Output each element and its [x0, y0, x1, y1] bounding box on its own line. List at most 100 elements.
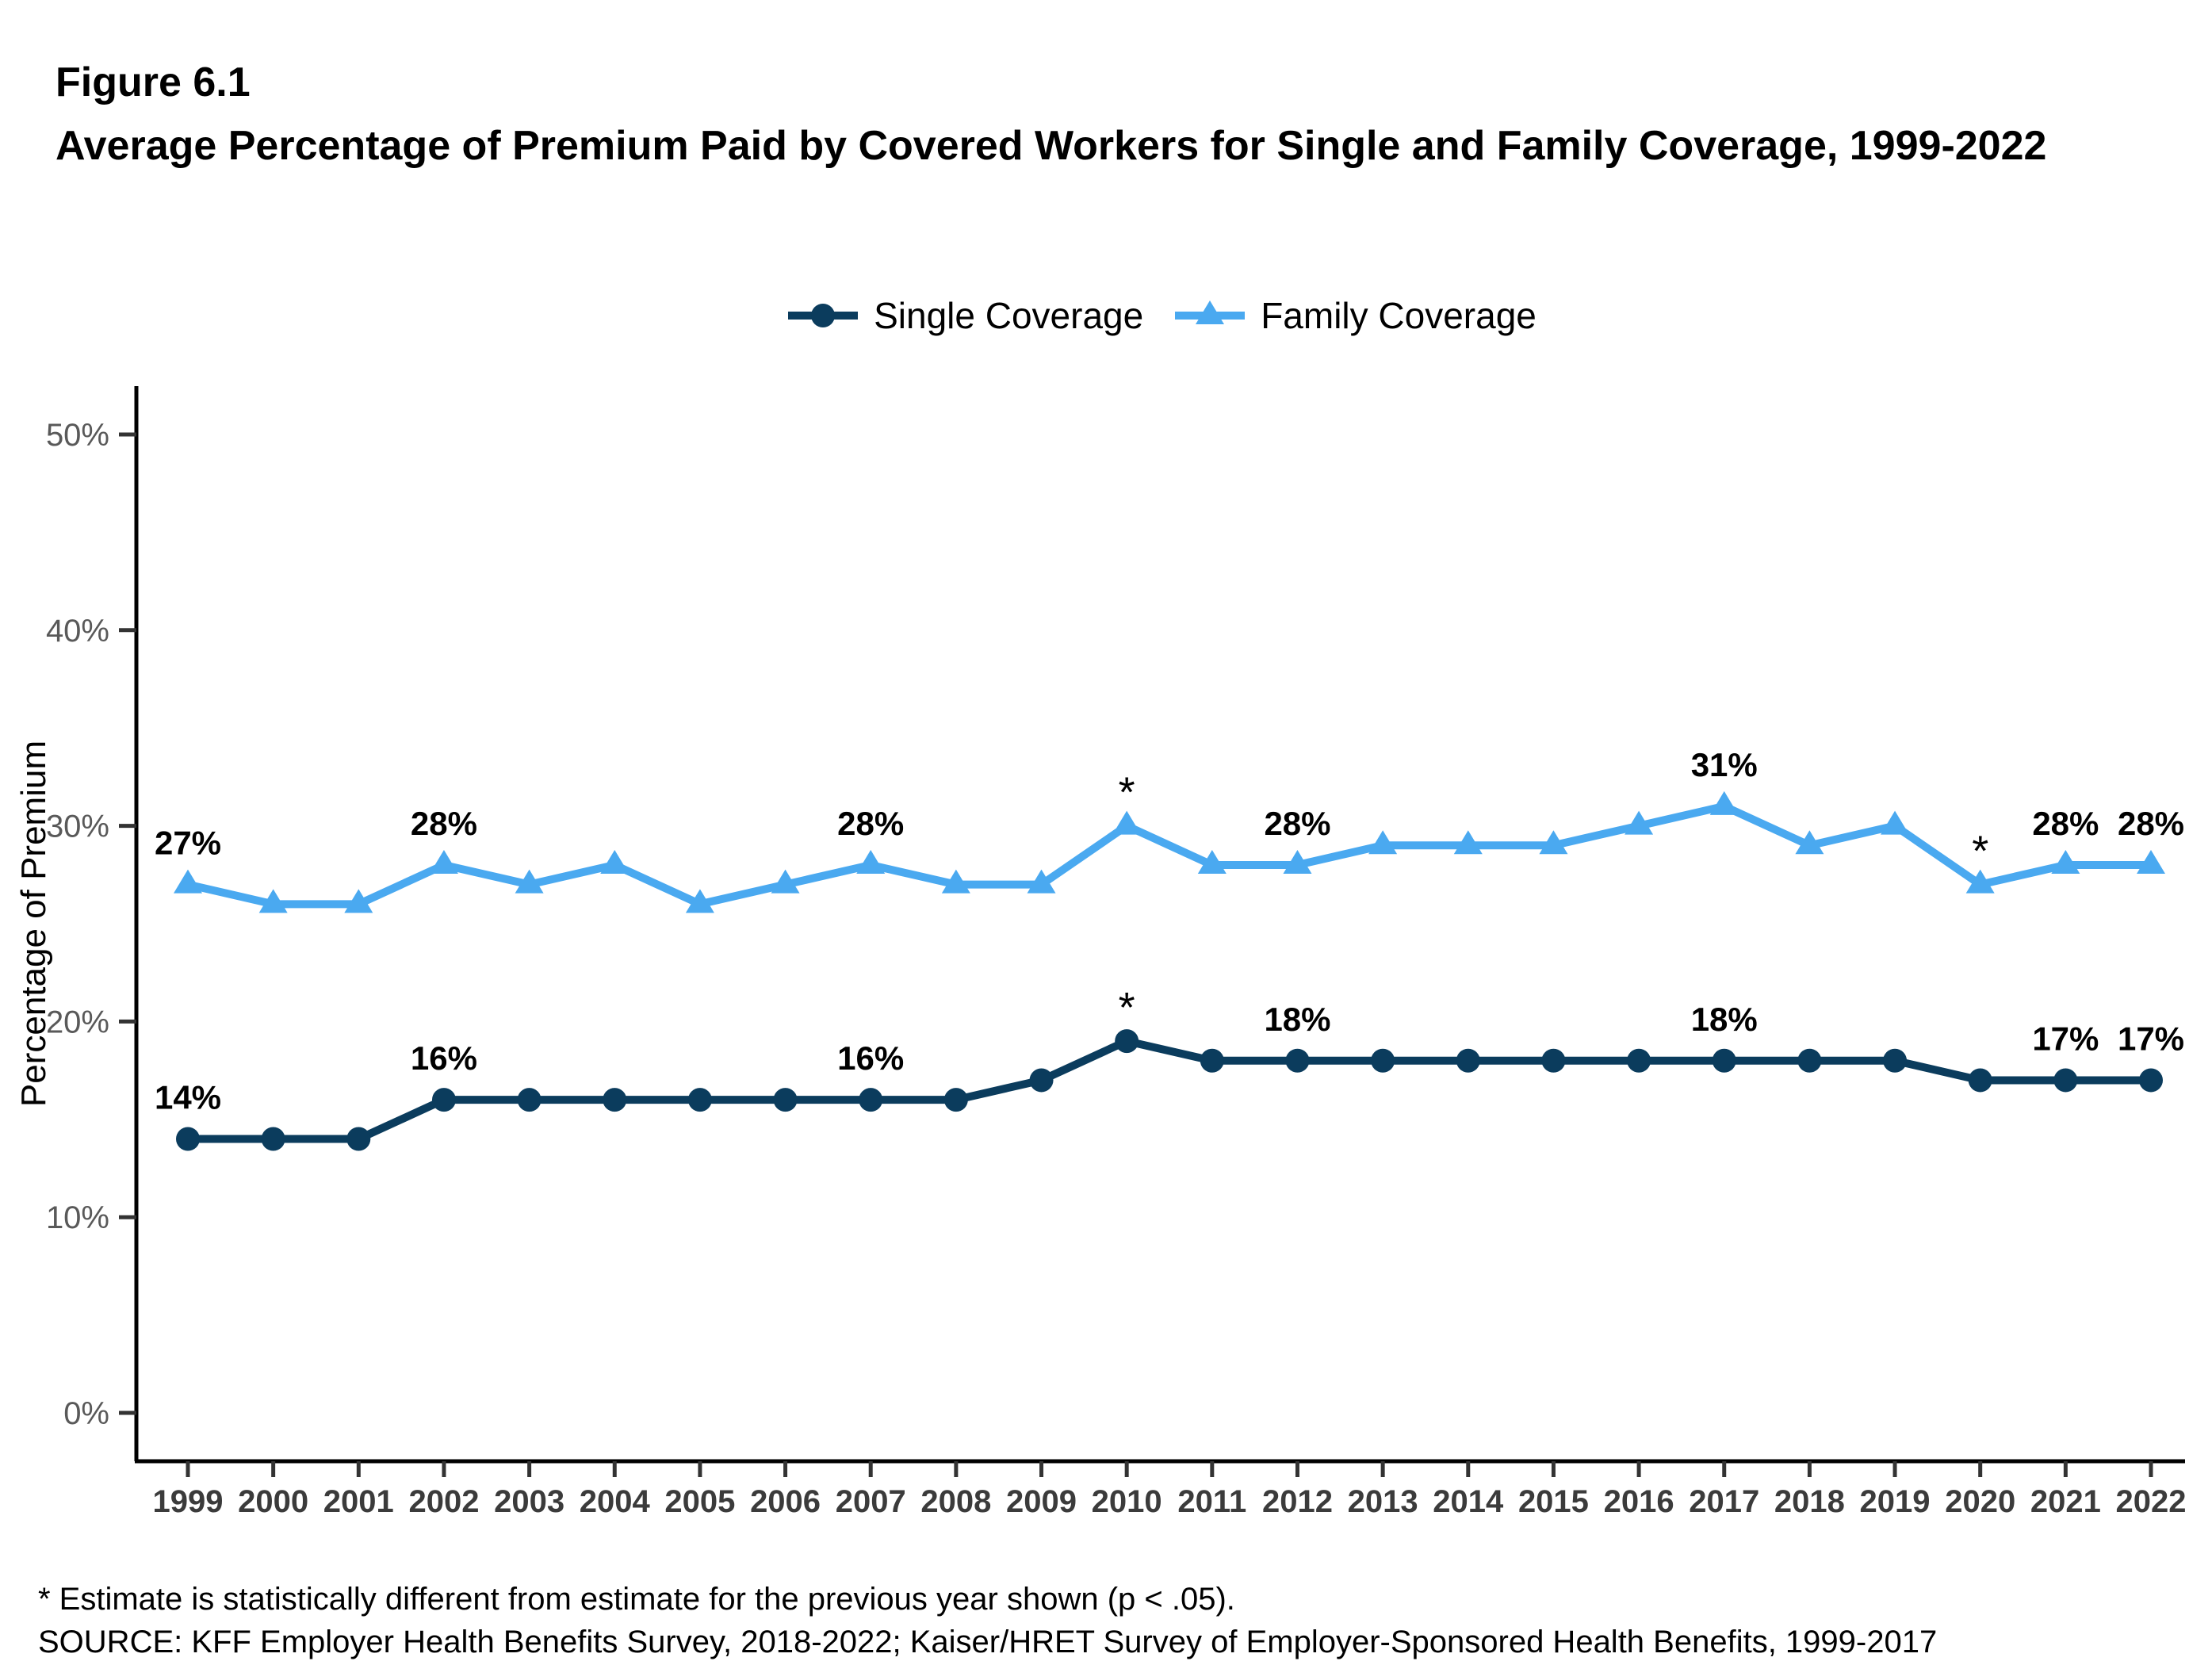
source-note: SOURCE: KFF Employer Health Benefits Sur…	[38, 1625, 1938, 1659]
marker-family-coverage-2022	[2137, 849, 2165, 874]
marker-single-coverage-2018	[1797, 1048, 1822, 1073]
title-block: Figure 6.1 Average Percentage of Premium…	[55, 51, 2196, 178]
marker-family-coverage-2009	[1027, 869, 1056, 894]
marker-single-coverage-2000	[261, 1127, 285, 1151]
marker-family-coverage-2015	[1539, 830, 1568, 855]
y-tick-label-50: 50%	[46, 418, 109, 453]
marker-single-coverage-2009	[1029, 1068, 1054, 1093]
legend: Single Coverage Family Coverage	[136, 292, 2185, 339]
marker-single-coverage-2014	[1456, 1048, 1480, 1073]
marker-single-coverage-2003	[517, 1088, 542, 1112]
x-tick-label-2021: 2021	[2030, 1484, 2101, 1519]
legend-swatch-single-coverage-icon	[788, 304, 859, 327]
y-tick-label-0: 0%	[63, 1396, 109, 1431]
marker-family-coverage-2012	[1283, 849, 1312, 874]
x-tick-label-2008: 2008	[920, 1484, 991, 1519]
footnotes: * Estimate is statistically different fr…	[38, 1578, 1937, 1663]
data-label-family-coverage-1999: 27%	[155, 825, 221, 862]
x-tick-label-2006: 2006	[750, 1484, 821, 1519]
marker-family-coverage-2020	[1965, 869, 1995, 894]
data-label-single-coverage-2007: 16%	[837, 1039, 904, 1077]
x-tick-label-2000: 2000	[238, 1484, 308, 1519]
marker-single-coverage-2021	[2053, 1068, 2078, 1093]
x-tick-label-2015: 2015	[1518, 1484, 1589, 1519]
legend-item-single-coverage: Single Coverage	[785, 294, 1143, 337]
marker-single-coverage-2008	[943, 1088, 968, 1112]
marker-family-coverage-2007	[856, 849, 886, 874]
x-tick-label-2013: 2013	[1348, 1484, 1418, 1519]
data-label-single-coverage-2010: *	[1119, 984, 1135, 1032]
marker-single-coverage-2004	[603, 1088, 627, 1112]
legend-swatch-circle	[811, 304, 836, 327]
marker-family-coverage-1999	[174, 869, 202, 894]
marker-single-coverage-2005	[687, 1088, 712, 1112]
marker-family-coverage-2018	[1795, 830, 1824, 855]
marker-family-coverage-2019	[1881, 810, 1910, 835]
data-label-family-coverage-2022: 28%	[2118, 805, 2184, 842]
marker-single-coverage-2010	[1115, 1029, 1139, 1054]
marker-family-coverage-2016	[1625, 810, 1654, 835]
x-tick-label-1999: 1999	[153, 1484, 224, 1519]
data-label-family-coverage-2002: 28%	[411, 805, 477, 842]
marker-single-coverage-2013	[1371, 1048, 1395, 1073]
x-tick-label-2014: 2014	[1433, 1484, 1504, 1519]
data-label-single-coverage-2017: 18%	[1691, 1001, 1758, 1038]
marker-single-coverage-2011	[1200, 1048, 1224, 1073]
marker-family-coverage-2000	[258, 889, 288, 913]
figure-label: Figure 6.1	[55, 59, 251, 105]
x-tick-label-2001: 2001	[323, 1484, 394, 1519]
marker-family-coverage-2014	[1453, 830, 1483, 855]
legend-label-single-coverage: Single Coverage	[874, 295, 1144, 336]
x-tick-label-2016: 2016	[1604, 1484, 1674, 1519]
marker-family-coverage-2004	[600, 849, 630, 874]
x-tick-label-2020: 2020	[1945, 1484, 2015, 1519]
marker-single-coverage-2012	[1285, 1048, 1310, 1073]
x-tick-label-2019: 2019	[1860, 1484, 1931, 1519]
series-line-single-coverage	[188, 1036, 2151, 1143]
marker-family-coverage-2005	[685, 889, 714, 913]
data-label-family-coverage-2010: *	[1119, 769, 1135, 817]
data-label-family-coverage-2017: 31%	[1691, 746, 1758, 783]
data-label-single-coverage-2022: 17%	[2118, 1020, 2184, 1057]
series-line-family-coverage	[186, 802, 2151, 909]
marker-family-coverage-2003	[515, 869, 544, 894]
marker-family-coverage-2017	[1709, 790, 1739, 815]
marker-family-coverage-2021	[2051, 849, 2080, 874]
data-label-family-coverage-2012: 28%	[1264, 805, 1330, 842]
x-tick-label-2011: 2011	[1177, 1484, 1246, 1519]
marker-single-coverage-2007	[859, 1088, 883, 1112]
y-tick-label-40: 40%	[46, 614, 109, 649]
marker-single-coverage-2017	[1712, 1048, 1736, 1073]
marker-single-coverage-2001	[346, 1127, 371, 1151]
x-tick-label-2009: 2009	[1006, 1484, 1077, 1519]
y-tick-label-10: 10%	[46, 1200, 109, 1235]
marker-family-coverage-2006	[771, 869, 800, 894]
marker-single-coverage-2020	[1968, 1068, 1992, 1093]
data-label-family-coverage-2020: *	[1972, 828, 1988, 875]
x-tick-label-2002: 2002	[408, 1484, 479, 1519]
data-label-single-coverage-2002: 16%	[411, 1039, 477, 1077]
x-tick-label-2005: 2005	[664, 1484, 735, 1519]
y-tick-label-20: 20%	[46, 1005, 109, 1039]
x-tick-label-2004: 2004	[580, 1484, 651, 1519]
marker-family-coverage-2010	[1112, 810, 1142, 835]
marker-single-coverage-2015	[1541, 1048, 1566, 1073]
marker-single-coverage-1999	[176, 1127, 200, 1151]
data-label-family-coverage-2007: 28%	[837, 805, 904, 842]
marker-family-coverage-2011	[1197, 849, 1227, 874]
data-label-single-coverage-2012: 18%	[1264, 1001, 1330, 1038]
legend-swatch-family-coverage-icon	[1175, 300, 1246, 324]
data-label-family-coverage-2021: 28%	[2032, 805, 2099, 842]
marker-family-coverage-2001	[344, 889, 373, 913]
x-tick-label-2010: 2010	[1092, 1484, 1162, 1519]
x-tick-label-2018: 2018	[1774, 1484, 1845, 1519]
marker-family-coverage-2002	[429, 849, 458, 874]
legend-swatch-triangle	[1196, 300, 1225, 324]
marker-family-coverage-2013	[1368, 830, 1398, 855]
x-tick-label-2003: 2003	[494, 1484, 564, 1519]
y-tick-label-30: 30%	[46, 810, 109, 844]
marker-single-coverage-2019	[1883, 1048, 1908, 1073]
significance-note: * Estimate is statistically different fr…	[38, 1582, 1235, 1617]
